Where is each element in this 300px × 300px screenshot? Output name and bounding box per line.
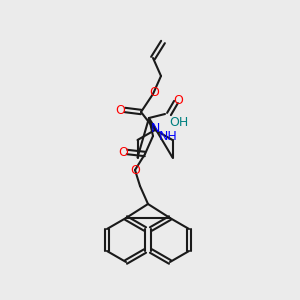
Text: O: O	[130, 164, 140, 176]
Text: O: O	[118, 146, 128, 158]
Text: N: N	[150, 122, 160, 136]
Text: O: O	[173, 94, 183, 107]
Text: O: O	[115, 103, 125, 116]
Text: NH: NH	[159, 130, 178, 142]
Text: O: O	[149, 86, 159, 100]
Text: OH: OH	[169, 116, 189, 128]
